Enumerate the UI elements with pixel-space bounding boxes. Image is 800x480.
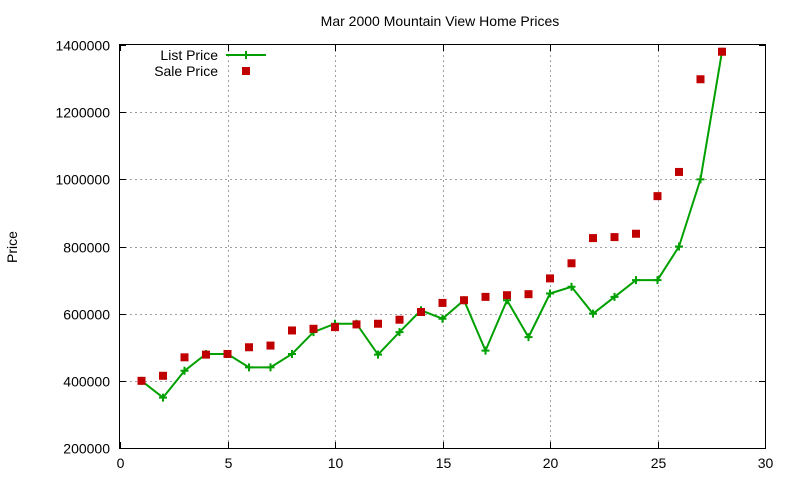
data-point [675,167,683,176]
data-point [417,307,425,316]
data-point [438,314,447,323]
data-point [567,259,576,268]
data-point [223,349,232,358]
data-point [438,298,447,307]
data-point [395,315,404,324]
y-tick-label: 1000000 [55,172,110,188]
data-point [245,343,253,352]
data-point [202,350,210,359]
chart-title: Mar 2000 Mountain View Home Prices [321,13,560,29]
data-point [546,289,554,298]
y-tick-label: 1400000 [55,38,110,54]
data-point [481,292,490,301]
legend-label: Sale Price [154,63,218,79]
data-point [288,349,296,358]
data-point [696,175,705,184]
data-point [675,242,683,251]
data-point [460,296,468,305]
data-point [718,47,726,56]
data-point [245,363,253,372]
data-point [374,350,382,359]
data-point [159,393,167,402]
data-point [524,290,533,299]
data-point [503,291,511,300]
data-point [610,292,619,301]
data-point [546,274,554,283]
data-point [180,366,189,375]
data-point [696,75,705,84]
data-point [266,363,275,372]
legend-marker [242,51,250,59]
x-tick-label: 15 [436,455,452,471]
axis-ticks: 0 5 10 15 20 25 30 200000 400000 600000 800000 1000… [55,38,773,472]
y-axis-label: Price [4,231,20,263]
series-line [140,51,723,399]
grid [120,45,765,448]
data-point [610,233,619,242]
data-point [180,353,189,362]
y-tick-label: 1200000 [55,105,110,121]
legend-entry: Sale Price [154,63,250,79]
data-point [331,323,339,332]
data-point [374,319,382,328]
data-point [395,328,404,337]
x-tick-label: 5 [225,455,233,471]
data-point [352,320,361,329]
y-tick-label: 400000 [63,374,110,390]
legend-marker [242,67,250,75]
y-tick-label: 200000 [63,441,110,457]
data-point [567,282,576,291]
data-point [481,346,490,355]
x-tick-label: 0 [117,455,125,471]
plot-frame [119,44,766,449]
y-tick-label: 800000 [63,240,110,256]
data-point [524,333,533,342]
data-point [589,309,597,318]
data-point [266,341,275,350]
data-point [589,234,597,243]
data-point [309,324,318,333]
data-point [159,371,167,380]
x-tick-label: 10 [328,455,344,471]
series [137,47,726,402]
x-tick-label: 20 [543,455,559,471]
series-sale-price [137,47,726,385]
series-list-price [137,47,726,402]
y-tick-label: 600000 [63,307,110,323]
data-point [632,276,640,285]
data-point [137,376,146,385]
x-tick-label: 30 [758,455,774,471]
data-point [653,192,662,201]
data-point [632,229,640,238]
x-tick-label: 25 [651,455,667,471]
data-point [653,276,662,285]
data-point [288,326,296,335]
legend-label: List Price [160,47,218,63]
legend-entry: List Price [160,47,266,63]
